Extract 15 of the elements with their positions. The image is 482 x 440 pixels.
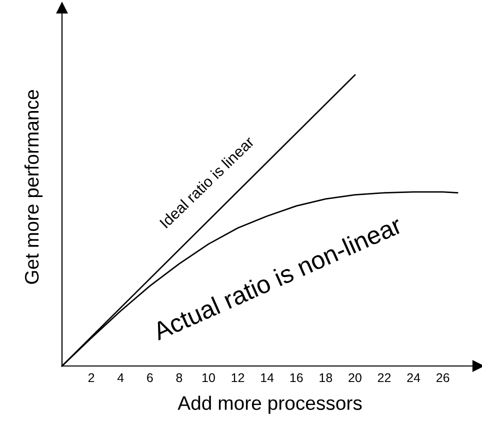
x-tick-label: 10 [202, 373, 215, 382]
x-tick-label: 12 [232, 373, 244, 382]
x-tick-label: 16 [290, 373, 303, 382]
x-tick-label: 26 [436, 373, 450, 382]
x-tick-label: 14 [261, 373, 274, 382]
x-tick-label: 18 [320, 373, 332, 382]
x-tick-label: 4 [117, 373, 124, 382]
x-tick-label: 22 [378, 373, 391, 382]
x-tick-label: 24 [407, 373, 420, 382]
x-tick-label: 6 [147, 373, 153, 382]
x-tick-label: 2 [88, 373, 94, 382]
y-axis-title: Get more performance [24, 90, 43, 284]
x-tick-label: 8 [176, 373, 182, 382]
x-tick-label: 20 [348, 373, 362, 382]
x-axis-title: Add more processors [178, 396, 362, 414]
